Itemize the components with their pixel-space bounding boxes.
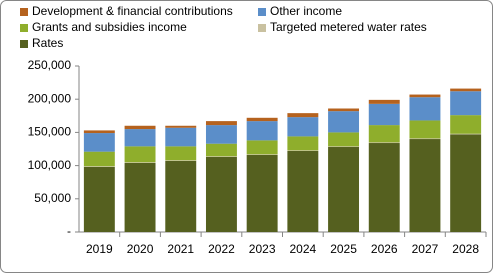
- legend-label: Rates: [32, 36, 63, 50]
- bar-segment: [246, 154, 278, 232]
- bar-segment: [328, 108, 360, 112]
- bar-segment: [124, 146, 156, 163]
- bar-segment: [124, 129, 156, 147]
- x-tick-label: 2020: [127, 242, 154, 256]
- bar-segment: [124, 125, 156, 130]
- y-tick-label: 200,000: [28, 91, 72, 105]
- bar-segment: [165, 125, 197, 128]
- legend-swatch: [258, 24, 266, 32]
- bar-segment: [124, 162, 156, 163]
- bar-segment: [205, 156, 237, 157]
- bar-segment: [409, 97, 441, 121]
- bar-segment: [165, 160, 197, 232]
- bar-segment: [328, 132, 360, 147]
- y-tick-label: 100,000: [28, 158, 72, 172]
- x-tick-label: 2023: [249, 242, 276, 256]
- bar-segment: [83, 166, 115, 167]
- x-tick-label: 2026: [371, 242, 398, 256]
- bar-segment: [409, 139, 441, 232]
- x-tick-label: 2022: [208, 242, 235, 256]
- y-tick-label: 250,000: [28, 58, 72, 72]
- bar-segment: [246, 121, 278, 141]
- bar-segment: [409, 94, 441, 98]
- bar-segment: [246, 140, 278, 155]
- x-tick-label: 2028: [452, 242, 479, 256]
- bar-segment: [368, 103, 400, 126]
- y-tick-label: 150,000: [28, 125, 72, 139]
- bar-segment: [287, 150, 319, 232]
- legend-label: Other income: [270, 4, 342, 18]
- bar-segment: [450, 91, 482, 116]
- bar-segment: [450, 134, 482, 232]
- legend-swatch: [20, 8, 28, 16]
- bar-segment: [450, 115, 482, 134]
- bar-segment: [205, 121, 237, 126]
- legend-swatch: [258, 8, 266, 16]
- x-tick-label: 2025: [330, 242, 357, 256]
- bar-segment: [287, 136, 319, 151]
- bar-segment: [287, 113, 319, 118]
- bar-segment: [165, 127, 197, 147]
- x-tick-label: 2027: [412, 242, 439, 256]
- bar-segment: [246, 117, 278, 122]
- bar-segment: [83, 133, 115, 152]
- bar-segment: [328, 146, 360, 148]
- bar-segment: [368, 142, 400, 144]
- bar-segment: [246, 154, 278, 155]
- y-tick-label: 50,000: [34, 191, 71, 205]
- bar-segment: [328, 111, 360, 133]
- bar-segment: [165, 146, 197, 161]
- legend-label: Targeted metered water rates: [270, 20, 427, 34]
- bar-segment: [368, 99, 400, 104]
- bar-segment: [287, 117, 319, 137]
- bar-segment: [450, 88, 482, 92]
- bar-segment: [368, 125, 400, 143]
- bar-segment: [409, 120, 441, 139]
- legend-swatch: [20, 24, 28, 32]
- bar-segment: [328, 147, 360, 232]
- bar-segment: [287, 150, 319, 151]
- legend-swatch: [20, 40, 28, 48]
- bar-segment: [450, 133, 482, 135]
- y-tick-label: -: [67, 224, 71, 238]
- bar-segment: [205, 143, 237, 157]
- bar-segment: [83, 130, 115, 134]
- bar-segment: [165, 160, 197, 161]
- legend-label: Grants and subsidies income: [32, 20, 187, 34]
- legend-label: Development & financial contributions: [32, 4, 233, 18]
- x-tick-label: 2021: [167, 242, 194, 256]
- bar-segment: [124, 162, 156, 232]
- x-tick-label: 2019: [86, 242, 113, 256]
- bar-segment: [83, 151, 115, 167]
- bar-segment: [83, 166, 115, 232]
- bar-segment: [409, 138, 441, 140]
- bar-segment: [368, 143, 400, 232]
- bar-segment: [205, 156, 237, 232]
- x-tick-label: 2024: [289, 242, 316, 256]
- bar-segment: [205, 125, 237, 144]
